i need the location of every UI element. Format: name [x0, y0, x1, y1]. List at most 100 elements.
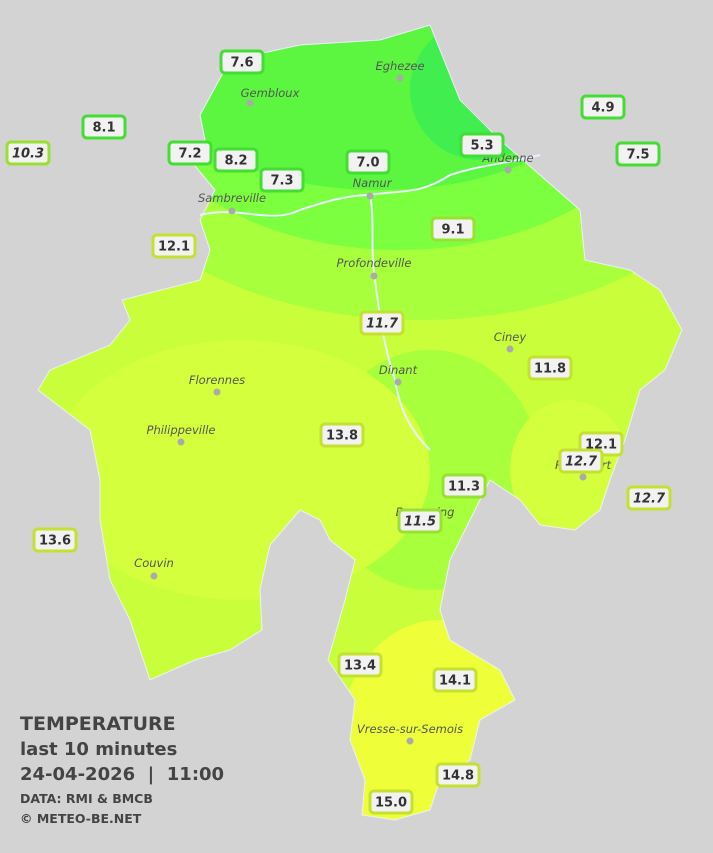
station-value: 13.6 [39, 534, 71, 549]
city-dot [396, 74, 404, 82]
city-dot [506, 345, 514, 353]
station: 11.8 [527, 355, 573, 381]
station-value: 8.1 [92, 121, 115, 136]
city-dot [366, 192, 374, 200]
legend: TEMPERATURE last 10 minutes 24-04-2026 |… [20, 713, 224, 826]
station: 5.3 [459, 132, 505, 158]
station-box [580, 94, 626, 120]
legend-copyright: © METEO-BE.NET [20, 811, 142, 826]
city-label: Vresse-sur-Semois [357, 722, 463, 736]
city-label: Profondeville [337, 256, 412, 270]
station-box [319, 422, 365, 448]
station: 11.3 [441, 473, 487, 499]
station-value: 13.8 [326, 429, 358, 444]
station-value: 10.3 [12, 147, 44, 162]
city-dot [177, 438, 185, 446]
station-value: 12.7 [633, 492, 666, 507]
city-label: Ciney [494, 330, 527, 344]
station-box [397, 508, 443, 534]
station: 7.5 [615, 141, 661, 167]
station: 13.8 [319, 422, 365, 448]
station-value: 14.1 [439, 674, 471, 689]
station-box [213, 147, 259, 173]
station-value: 14.8 [442, 769, 474, 784]
city-label: Couvin [134, 556, 174, 570]
station: 12.7 [626, 485, 672, 511]
city-label: Sambreville [198, 191, 266, 205]
city-label: Eghezee [375, 59, 424, 73]
city-dot [504, 166, 512, 174]
station-value: 15.0 [375, 796, 407, 811]
station: 13.4 [337, 652, 383, 678]
city-dot [406, 737, 414, 745]
station-box [32, 527, 78, 553]
station-box [626, 485, 672, 511]
station-box [151, 233, 197, 259]
station-value: 7.2 [178, 147, 201, 162]
city-dot [150, 572, 158, 580]
station: 13.6 [32, 527, 78, 553]
city-label: Philippeville [147, 423, 216, 437]
station-box [81, 114, 127, 140]
city-label: Dinant [379, 363, 418, 377]
border [37, 24, 683, 821]
station-value: 9.1 [441, 223, 464, 238]
station-box [359, 310, 405, 336]
station: 7.2 [167, 140, 213, 166]
station-box [441, 473, 487, 499]
station-value: 4.9 [591, 101, 614, 116]
station-box [368, 789, 414, 815]
city-dot [213, 388, 221, 396]
station-box [527, 355, 573, 381]
station: 14.8 [435, 762, 481, 788]
station: 7.6 [219, 49, 265, 75]
station-box [259, 167, 305, 193]
station: 4.9 [580, 94, 626, 120]
station-value: 11.8 [534, 362, 566, 377]
station-box [459, 132, 505, 158]
station-value: 13.4 [344, 659, 376, 674]
station-box [430, 216, 476, 242]
station-value: 7.5 [626, 148, 649, 163]
station-value: 11.5 [404, 515, 436, 530]
city-label: Gembloux [241, 86, 300, 100]
station-box [558, 448, 604, 474]
city-label: Namur [353, 176, 393, 190]
legend-title: TEMPERATURE [20, 713, 176, 735]
city-dot [228, 207, 236, 215]
legend-source: DATA: RMI & BMCB [20, 791, 153, 806]
station: 12.7 [558, 448, 604, 474]
station-value: 7.6 [230, 56, 253, 71]
station-value: 7.0 [356, 156, 379, 171]
station-value: 7.3 [270, 174, 293, 189]
station-value: 11.3 [448, 480, 480, 495]
station: 11.5 [397, 508, 443, 534]
city-dot [246, 99, 254, 107]
legend-datetime: 24-04-2026 | 11:00 [20, 764, 224, 785]
city-dot [370, 272, 378, 280]
station: 10.3 [5, 140, 51, 166]
station-value: 12.7 [565, 455, 598, 470]
station: 12.1 [151, 233, 197, 259]
station: 8.2 [213, 147, 259, 173]
station-box [345, 149, 391, 175]
stations: 7.6 8.1 10.3 7.2 8.2 7.3 7.0 5.3 4.9 7.5 12.1 9.1 11… [5, 49, 672, 815]
station: 7.0 [345, 149, 391, 175]
station: 11.7 [359, 310, 405, 336]
legend-period: last 10 minutes [20, 739, 177, 760]
station-box [337, 652, 383, 678]
station: 7.3 [259, 167, 305, 193]
station-box [167, 140, 213, 166]
city-dot [579, 473, 587, 481]
station-box [435, 762, 481, 788]
station: 14.1 [432, 667, 478, 693]
station-value: 12.1 [158, 240, 190, 255]
station-box [5, 140, 51, 166]
station-box [615, 141, 661, 167]
station-box [432, 667, 478, 693]
station-value: 8.2 [224, 154, 247, 169]
station: 9.1 [430, 216, 476, 242]
city-dot [394, 378, 402, 386]
station: 8.1 [81, 114, 127, 140]
